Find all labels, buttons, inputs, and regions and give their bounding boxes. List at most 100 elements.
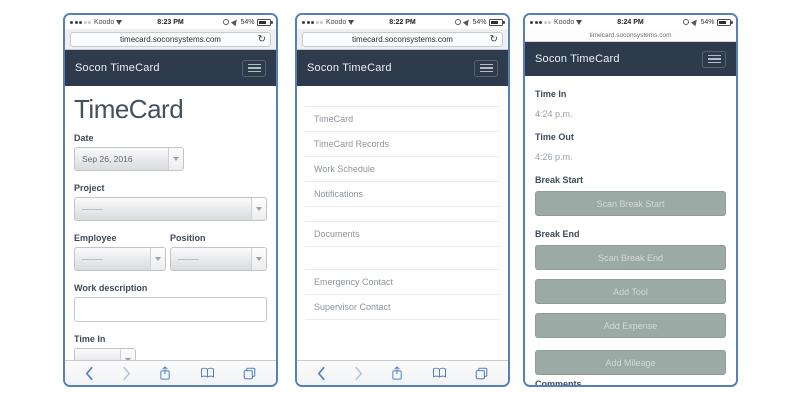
bookmarks-button[interactable]: [194, 365, 221, 381]
bookmarks-icon: [432, 367, 446, 378]
menu-item-documents[interactable]: Documents: [305, 222, 500, 247]
time-out-value: 4:26 p.m.: [535, 152, 573, 162]
wifi-icon: [348, 19, 355, 25]
employee-select[interactable]: ––––––: [74, 247, 166, 271]
refresh-icon[interactable]: ↻: [257, 34, 266, 45]
scan-break-end-button[interactable]: Scan Break End: [535, 245, 726, 270]
forward-button[interactable]: [116, 364, 137, 383]
app-header: Socon TimeCard: [65, 50, 276, 86]
employee-position-row: Employee –––––– Position ––––––: [74, 221, 267, 271]
wifi-icon: [576, 19, 583, 25]
battery-percent-label: 54%: [700, 18, 715, 26]
bookmarks-icon: [200, 367, 214, 378]
menu-item-emergency-contact[interactable]: Emergency Contact: [305, 270, 500, 295]
carrier-label: Koodo: [326, 18, 347, 26]
hamburger-menu-button[interactable]: [474, 59, 498, 77]
employee-select-value: ––––––: [82, 255, 103, 263]
forward-button[interactable]: [348, 364, 369, 383]
hamburger-menu-button[interactable]: [242, 59, 266, 77]
add-mileage-button[interactable]: Add Mileage: [535, 350, 726, 375]
status-bar: Koodo 8:24 PM 54%: [525, 15, 736, 29]
status-bar: Koodo 8:23 PM 54%: [65, 15, 276, 29]
forward-icon: [355, 366, 363, 380]
tabs-button[interactable]: [237, 365, 262, 382]
date-select-value: Sep 26, 2016: [82, 154, 133, 164]
app-title: Socon TimeCard: [535, 53, 620, 65]
menu-group-documents: Documents: [305, 221, 500, 247]
orientation-lock-icon: [223, 19, 230, 25]
break-end-label: Break End: [535, 229, 580, 239]
battery-icon: [717, 18, 733, 26]
status-right: 54%: [683, 17, 733, 27]
page-title: TimeCard: [74, 94, 184, 124]
share-button[interactable]: [153, 364, 177, 383]
wifi-icon: [116, 19, 123, 25]
app-header: Socon TimeCard: [297, 50, 508, 86]
battery-percent-label: 54%: [240, 18, 255, 26]
tabs-icon: [243, 367, 256, 379]
add-tool-button[interactable]: Add Tool: [535, 279, 726, 304]
break-start-label: Break Start: [535, 175, 584, 185]
clock-label: 8:22 PM: [389, 18, 416, 26]
position-select[interactable]: ––––––: [170, 247, 267, 271]
forward-icon: [123, 366, 131, 380]
add-expense-button[interactable]: Add Expense: [535, 313, 726, 338]
back-button[interactable]: [79, 364, 100, 383]
position-column: Position ––––––: [170, 221, 267, 271]
comments-label: Comments: [535, 379, 582, 387]
signal-strength-icon: [302, 20, 323, 24]
url-bar: timecard.soconsystems.com ↻: [65, 29, 276, 50]
address-bar[interactable]: timecard.soconsystems.com ↻: [302, 32, 503, 47]
bookmarks-button[interactable]: [426, 365, 453, 381]
status-bar: Koodo 8:22 PM 54%: [297, 15, 508, 29]
chevron-down-icon: [251, 198, 266, 220]
address-bar-compact[interactable]: timecard.soconsystems.com: [525, 29, 736, 42]
time-in-value: 4:24 p.m.: [535, 109, 573, 119]
chevron-down-icon: [251, 248, 266, 270]
hamburger-menu-button[interactable]: [702, 50, 726, 68]
date-select[interactable]: Sep 26, 2016: [74, 147, 184, 171]
share-icon: [392, 365, 403, 380]
tabs-button[interactable]: [469, 365, 494, 382]
phone-1-timecard-form: Koodo 8:23 PM 54% timecard.soconsystems.…: [63, 13, 278, 387]
menu-item-timecard-records[interactable]: TimeCard Records: [305, 132, 500, 157]
safari-toolbar: [297, 360, 508, 385]
employee-label: Employee: [74, 233, 117, 243]
position-label: Position: [170, 233, 206, 243]
chevron-down-icon: [150, 248, 165, 270]
menu-item-work-schedule[interactable]: Work Schedule: [305, 157, 500, 182]
employee-column: Employee ––––––: [74, 221, 166, 271]
menu-item-supervisor-contact[interactable]: Supervisor Contact: [305, 295, 500, 320]
safari-toolbar: [65, 360, 276, 385]
status-left: Koodo: [70, 18, 123, 26]
url-bar: timecard.soconsystems.com ↻: [297, 29, 508, 50]
signal-strength-icon: [70, 20, 91, 24]
scan-break-start-button[interactable]: Scan Break Start: [535, 191, 726, 216]
position-select-value: ––––––: [178, 255, 199, 263]
signal-strength-icon: [530, 20, 551, 24]
work-description-input[interactable]: [74, 297, 267, 322]
menu-item-notifications[interactable]: Notifications: [305, 182, 500, 207]
battery-icon: [489, 18, 505, 26]
date-label: Date: [74, 133, 94, 143]
back-button[interactable]: [311, 364, 332, 383]
phone-3-timecard-detail: Koodo 8:24 PM 54% timecard.soconsystems.…: [523, 13, 738, 387]
clock-label: 8:23 PM: [157, 18, 184, 26]
app-header: Socon TimeCard: [525, 42, 736, 76]
address-bar[interactable]: timecard.soconsystems.com ↻: [70, 32, 271, 47]
refresh-icon[interactable]: ↻: [489, 34, 498, 45]
back-icon: [85, 366, 93, 380]
menu-item-timecard[interactable]: TimeCard: [305, 107, 500, 132]
work-description-label: Work description: [74, 283, 148, 293]
phone-2-menu: Koodo 8:22 PM 54% timecard.soconsystems.…: [295, 13, 510, 387]
carrier-label: Koodo: [94, 18, 115, 26]
url-text: timecard.soconsystems.com: [589, 31, 672, 39]
project-select[interactable]: ––––––: [74, 197, 267, 221]
share-button[interactable]: [385, 364, 409, 383]
app-title: Socon TimeCard: [307, 62, 392, 74]
detail-content: Time In 4:24 p.m. Time Out 4:26 p.m. Bre…: [525, 89, 736, 387]
orientation-lock-icon: [683, 19, 690, 25]
battery-percent-label: 54%: [472, 18, 487, 26]
url-text: timecard.soconsystems.com: [352, 35, 453, 44]
